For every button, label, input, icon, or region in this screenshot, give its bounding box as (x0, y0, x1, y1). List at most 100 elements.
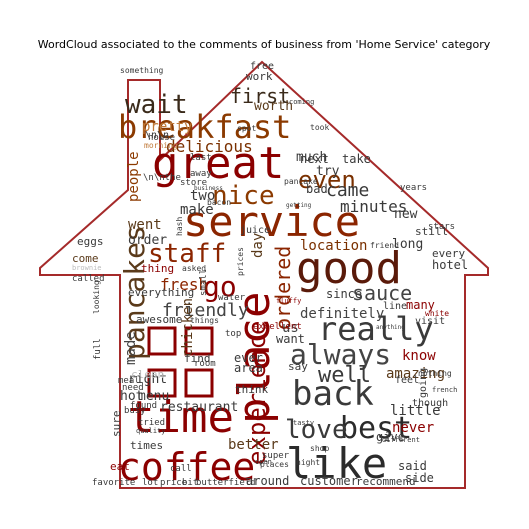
word-90: store (180, 178, 207, 188)
word-124: hash (175, 217, 184, 236)
word-79: next (300, 152, 329, 166)
word-132: stars (428, 222, 455, 232)
word-39: two (190, 188, 215, 204)
word-2: good (296, 243, 402, 294)
word-53: day (250, 233, 266, 258)
word-9: really (318, 310, 434, 348)
word-27: experience (243, 321, 271, 466)
word-44: know (402, 348, 436, 364)
word-92: \n\n (145, 130, 169, 141)
word-84: free (250, 61, 274, 72)
word-14: staff (148, 239, 226, 269)
word-75: ever (234, 351, 263, 365)
word-15: go (203, 270, 237, 303)
word-111: feel (395, 375, 419, 386)
word-81: still (415, 225, 448, 238)
word-91: bacon (207, 198, 231, 207)
word-133: years (400, 183, 427, 193)
word-0: great (152, 138, 284, 189)
word-112: going (418, 368, 429, 398)
word-82: work (246, 70, 273, 83)
word-68: everything (128, 286, 194, 299)
word-56: times (130, 439, 163, 452)
word-32: made (123, 331, 139, 365)
word-23: well (318, 363, 371, 388)
word-8: back (292, 374, 374, 414)
word-144: quality (136, 427, 166, 435)
word-30: definitely (300, 306, 384, 322)
word-63: customer (300, 474, 358, 488)
word-95: found (130, 401, 157, 411)
word-106: super (262, 451, 290, 461)
word-18: even (298, 166, 356, 194)
word-6: time (128, 392, 234, 443)
word-105: butterfield (196, 478, 256, 488)
word-38: chicken (180, 298, 196, 357)
word-45: never (392, 420, 434, 436)
word-119: things (190, 316, 219, 325)
word-143: different (382, 436, 420, 444)
word-138: business (194, 185, 223, 192)
word-73: say (288, 360, 308, 373)
word-100: call (170, 464, 192, 474)
word-13: pancakes (118, 225, 151, 360)
word-96: need (122, 383, 144, 393)
word-83: worth (254, 99, 293, 114)
word-65: eggs (77, 235, 104, 248)
word-72: want (276, 332, 305, 346)
word-5: like (286, 439, 387, 488)
word-64: recommend (356, 475, 416, 488)
word-21: delicious (166, 137, 253, 156)
word-129: coming (289, 98, 314, 106)
word-99: tried (138, 418, 165, 428)
word-77: find (184, 352, 211, 365)
word-25: fresh (160, 275, 208, 294)
word-19: friendly (162, 300, 249, 321)
word-28: minutes (340, 197, 407, 216)
word-57: eat (110, 460, 130, 473)
word-54: hot (120, 389, 143, 404)
window-square (184, 326, 214, 356)
word-50: hotel (432, 258, 468, 272)
word-37: better (228, 437, 279, 453)
word-70: since (326, 287, 362, 301)
word-59: give (376, 430, 405, 444)
word-61: side (405, 471, 434, 485)
word-136: tasty (293, 419, 314, 427)
word-33: location (300, 238, 367, 254)
word-103: price (160, 478, 187, 488)
word-101: favorite (92, 478, 135, 488)
word-34: amazing (386, 366, 445, 382)
word-102: lot (142, 478, 158, 488)
word-141: white (425, 309, 449, 318)
word-29: people (126, 151, 142, 202)
word-137: pancake (284, 177, 318, 186)
word-1: service (183, 197, 360, 246)
word-20: sauce (352, 281, 412, 305)
word-122: asked (182, 264, 206, 273)
word-76: think (235, 383, 268, 396)
word-62: around (246, 474, 289, 488)
figure-title: WordCloud associated to the comments of … (38, 38, 491, 51)
word-17: nice (212, 181, 275, 211)
word-48: new (394, 207, 418, 222)
word-142: fluffy (276, 297, 301, 305)
word-130: spot (237, 124, 256, 133)
word-69: awesome (136, 313, 182, 326)
word-94: busy (124, 406, 146, 416)
word-60: said (398, 459, 427, 473)
word-125: called (72, 274, 105, 284)
word-51: every (432, 247, 465, 260)
word-43: right (128, 372, 167, 387)
word-145: french (432, 386, 457, 394)
word-87: friend (370, 241, 399, 250)
word-4: coffee (118, 445, 255, 489)
word-123: prices (236, 247, 245, 276)
word-35: little (390, 403, 441, 419)
word-110: though (412, 398, 448, 409)
word-67: thing (141, 262, 174, 275)
word-31: ordered (271, 246, 295, 330)
word-3: place (229, 292, 280, 424)
